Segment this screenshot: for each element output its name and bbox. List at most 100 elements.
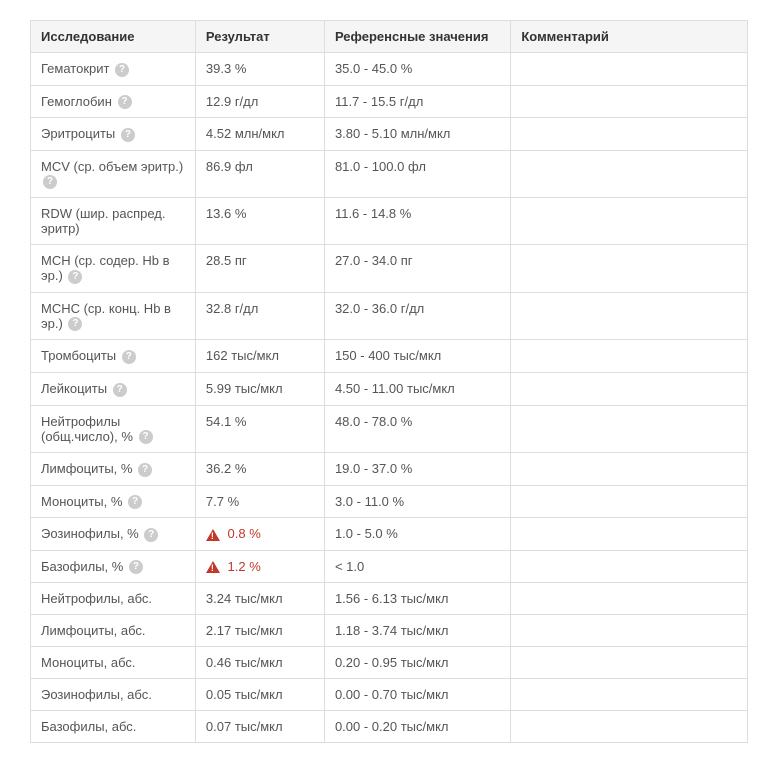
result-value: 1.2 % bbox=[224, 559, 261, 574]
cell-result: 4.52 млн/мкл bbox=[195, 118, 324, 151]
cell-reference: 0.00 - 0.20 тыс/мкл bbox=[324, 711, 510, 743]
test-name-label: Эритроциты bbox=[41, 126, 115, 141]
result-value: 2.17 тыс/мкл bbox=[206, 623, 283, 638]
cell-reference: 0.20 - 0.95 тыс/мкл bbox=[324, 647, 510, 679]
cell-result: 32.8 г/дл bbox=[195, 292, 324, 340]
cell-test-name: Лимфоциты, % ? bbox=[31, 453, 196, 486]
test-name-label: RDW (шир. распред. эритр) bbox=[41, 206, 166, 236]
table-row: MCV (ср. объем эритр.) ? 86.9 фл 81.0 - 10… bbox=[31, 150, 748, 198]
test-name-label: Лимфоциты, абс. bbox=[41, 623, 146, 638]
cell-result: 0.07 тыс/мкл bbox=[195, 711, 324, 743]
help-icon[interactable]: ? bbox=[122, 350, 136, 364]
cell-reference: 35.0 - 45.0 % bbox=[324, 53, 510, 86]
cell-test-name: Эозинофилы, абс. bbox=[31, 679, 196, 711]
test-name-label: MCHC (ср. конц. Hb в эр.) bbox=[41, 301, 171, 331]
cell-comment bbox=[511, 615, 748, 647]
cell-comment bbox=[511, 711, 748, 743]
help-icon[interactable]: ? bbox=[113, 383, 127, 397]
result-value: 13.6 % bbox=[206, 206, 246, 221]
help-icon[interactable]: ? bbox=[68, 270, 82, 284]
lab-results-table: Исследование Результат Референсные значе… bbox=[30, 20, 748, 743]
result-value: 32.8 г/дл bbox=[206, 301, 258, 316]
cell-test-name: Эозинофилы, % ? bbox=[31, 518, 196, 551]
table-row: MCH (ср. содер. Hb в эр.) ?28.5 пг27.0 -… bbox=[31, 245, 748, 293]
cell-reference: 1.18 - 3.74 тыс/мкл bbox=[324, 615, 510, 647]
cell-test-name: Нейтрофилы, абс. bbox=[31, 583, 196, 615]
cell-reference: 81.0 - 100.0 фл bbox=[324, 150, 510, 198]
cell-test-name: MCV (ср. объем эритр.) ? bbox=[31, 150, 196, 198]
result-value: 0.05 тыс/мкл bbox=[206, 687, 283, 702]
cell-reference: 3.80 - 5.10 млн/мкл bbox=[324, 118, 510, 151]
result-value: 162 тыс/мкл bbox=[206, 348, 279, 363]
cell-test-name: MCH (ср. содер. Hb в эр.) ? bbox=[31, 245, 196, 293]
help-icon[interactable]: ? bbox=[43, 175, 57, 189]
result-value: 86.9 фл bbox=[206, 159, 253, 174]
result-value: 7.7 % bbox=[206, 494, 239, 509]
table-row: Моноциты, % ? 7.7 % 3.0 - 11.0 % bbox=[31, 485, 748, 518]
cell-test-name: Нейтрофилы (общ.число), % ? bbox=[31, 405, 196, 453]
cell-result: 28.5 пг bbox=[195, 245, 324, 293]
help-icon[interactable]: ? bbox=[129, 560, 143, 574]
cell-result: 86.9 фл bbox=[195, 150, 324, 198]
column-header-reference: Референсные значения bbox=[324, 21, 510, 53]
table-row: Гематокрит ? 39.3 % 35.0 - 45.0 % bbox=[31, 53, 748, 86]
test-name-label: Лимфоциты, % bbox=[41, 461, 132, 476]
table-row: Лимфоциты, абс. 2.17 тыс/мкл 1.18 - 3.74 т… bbox=[31, 615, 748, 647]
help-icon[interactable]: ? bbox=[121, 128, 135, 142]
cell-comment bbox=[511, 679, 748, 711]
help-icon[interactable]: ? bbox=[138, 463, 152, 477]
table-row: Эозинофилы, % ? 0.8 %1.0 - 5.0 % bbox=[31, 518, 748, 551]
result-value: 0.46 тыс/мкл bbox=[206, 655, 283, 670]
cell-result: 0.8 % bbox=[195, 518, 324, 551]
help-icon[interactable]: ? bbox=[139, 430, 153, 444]
test-name-label: Гематокрит bbox=[41, 61, 109, 76]
cell-reference: 27.0 - 34.0 пг bbox=[324, 245, 510, 293]
cell-reference: 150 - 400 тыс/мкл bbox=[324, 340, 510, 373]
test-name-label: Нейтрофилы (общ.число), % bbox=[41, 414, 133, 444]
cell-reference: 19.0 - 37.0 % bbox=[324, 453, 510, 486]
cell-result: 0.46 тыс/мкл bbox=[195, 647, 324, 679]
help-icon[interactable]: ? bbox=[115, 63, 129, 77]
cell-comment bbox=[511, 340, 748, 373]
cell-result: 5.99 тыс/мкл bbox=[195, 372, 324, 405]
result-value: 12.9 г/дл bbox=[206, 94, 258, 109]
test-name-label: Базофилы, % bbox=[41, 559, 123, 574]
result-value: 39.3 % bbox=[206, 61, 246, 76]
cell-comment bbox=[511, 583, 748, 615]
help-icon[interactable]: ? bbox=[68, 317, 82, 331]
cell-test-name: Тромбоциты ? bbox=[31, 340, 196, 373]
cell-test-name: Эритроциты ? bbox=[31, 118, 196, 151]
help-icon[interactable]: ? bbox=[118, 95, 132, 109]
table-row: Нейтрофилы, абс.3.24 тыс/мкл1.56 - 6.13 … bbox=[31, 583, 748, 615]
cell-comment bbox=[511, 150, 748, 198]
cell-reference: 11.7 - 15.5 г/дл bbox=[324, 85, 510, 118]
cell-comment bbox=[511, 485, 748, 518]
cell-result: 2.17 тыс/мкл bbox=[195, 615, 324, 647]
column-header-result: Результат bbox=[195, 21, 324, 53]
alert-icon bbox=[206, 561, 220, 573]
cell-reference: 4.50 - 11.00 тыс/мкл bbox=[324, 372, 510, 405]
test-name-label: Моноциты, % bbox=[41, 494, 122, 509]
help-icon[interactable]: ? bbox=[144, 528, 158, 542]
result-value: 54.1 % bbox=[206, 414, 246, 429]
table-row: Тромбоциты ? 162 тыс/мкл 150 - 400 тыс/мкл bbox=[31, 340, 748, 373]
test-name-label: Базофилы, абс. bbox=[41, 719, 136, 734]
cell-test-name: RDW (шир. распред. эритр) bbox=[31, 198, 196, 245]
cell-test-name: Гемоглобин ? bbox=[31, 85, 196, 118]
test-name-label: MCH (ср. содер. Hb в эр.) bbox=[41, 253, 170, 283]
cell-reference: 11.6 - 14.8 % bbox=[324, 198, 510, 245]
cell-result: 39.3 % bbox=[195, 53, 324, 86]
cell-reference: 3.0 - 11.0 % bbox=[324, 485, 510, 518]
cell-comment bbox=[511, 405, 748, 453]
table-row: Эозинофилы, абс. 0.05 тыс/мкл 0.00 - 0.70 … bbox=[31, 679, 748, 711]
table-row: Лейкоциты ?5.99 тыс/мкл4.50 - 11.00 тыс/… bbox=[31, 372, 748, 405]
cell-comment bbox=[511, 292, 748, 340]
cell-reference: 0.00 - 0.70 тыс/мкл bbox=[324, 679, 510, 711]
column-header-comment: Комментарий bbox=[511, 21, 748, 53]
table-row: Лимфоциты, % ?36.2 %19.0 - 37.0 % bbox=[31, 453, 748, 486]
table-row: Моноциты, абс.0.46 тыс/мкл0.20 - 0.95 ты… bbox=[31, 647, 748, 679]
table-row: Базофилы, абс. 0.07 тыс/мкл0.00 - 0.20 ты… bbox=[31, 711, 748, 743]
cell-result: 36.2 % bbox=[195, 453, 324, 486]
help-icon[interactable]: ? bbox=[128, 495, 142, 509]
result-value: 3.24 тыс/мкл bbox=[206, 591, 283, 606]
